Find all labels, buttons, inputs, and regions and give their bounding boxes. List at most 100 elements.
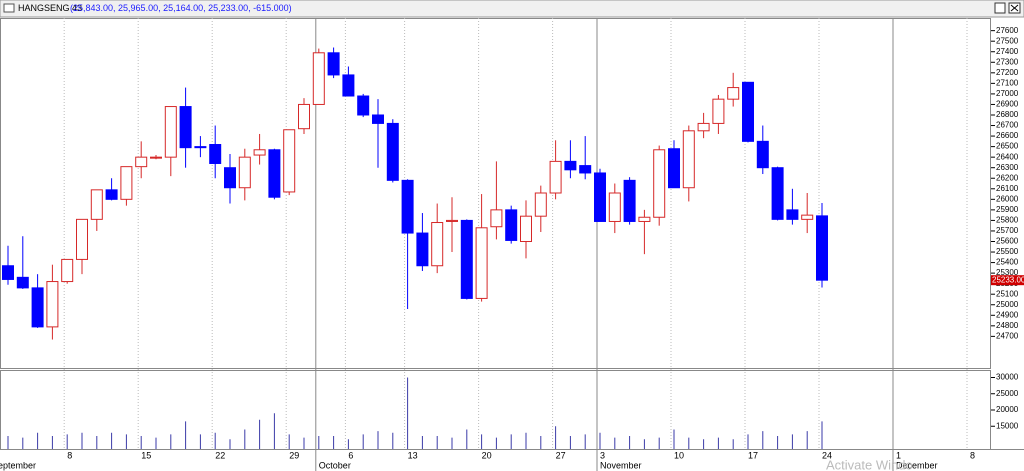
candle-body — [608, 192, 621, 222]
candle-body — [386, 122, 399, 181]
x-tick-label: 8 — [970, 450, 975, 460]
candle-body — [194, 146, 207, 149]
chart-subtitle: (25,843.00, 25,965.00, 25,164.00, 25,233… — [70, 3, 292, 13]
y-tick-label: 26300 — [996, 163, 1019, 172]
y-tick-label: 26000 — [996, 194, 1019, 203]
title-bar — [0, 0, 1024, 18]
candle-body — [801, 214, 814, 220]
y-tick-label: 26500 — [996, 142, 1019, 151]
candle-body — [164, 106, 177, 158]
candle-body — [2, 265, 14, 280]
last-price-tag — [991, 275, 1024, 286]
candle-body — [105, 189, 118, 200]
candle-body — [120, 166, 133, 200]
candle-body — [446, 219, 458, 222]
y-tick-label: 25900 — [996, 205, 1019, 214]
candle-body — [668, 148, 680, 189]
x-tick-label: 10 — [674, 450, 684, 460]
y-tick-label: 26100 — [996, 184, 1019, 193]
candle-body — [742, 81, 754, 142]
candle-body — [135, 156, 148, 168]
candle-body — [638, 216, 651, 222]
x-tick-label: 29 — [289, 450, 299, 460]
x-tick-label: 1 — [896, 450, 901, 460]
candle-body — [520, 215, 532, 242]
candle-body — [490, 209, 503, 228]
x-tick-label: 8 — [67, 450, 72, 460]
candle-body — [342, 74, 355, 97]
y-tick-label: 24700 — [996, 331, 1019, 340]
candle-body — [697, 122, 710, 132]
candle-body — [401, 179, 414, 234]
y-tick-label: 27000 — [996, 89, 1019, 98]
y-tick-label: 27600 — [996, 26, 1019, 35]
candle-body — [475, 227, 488, 299]
x-tick-label: 22 — [215, 450, 225, 460]
x-tick-label: 15 — [141, 450, 151, 460]
x-tick-label: 3 — [600, 450, 605, 460]
y-tick-label: 27500 — [996, 36, 1019, 45]
y-tick-label: 25600 — [996, 237, 1019, 246]
candle-body — [327, 52, 340, 76]
candle-body — [253, 149, 266, 156]
y-tick-label: 26900 — [996, 100, 1019, 109]
y-tick-label: 26700 — [996, 121, 1019, 130]
candle-body — [534, 192, 547, 217]
candle-body — [312, 52, 325, 105]
y-tick-label: 27400 — [996, 47, 1019, 56]
y-tick-label: 25000 — [996, 389, 1019, 398]
x-tick-label: 27 — [556, 450, 566, 460]
y-tick-label: 25500 — [996, 247, 1019, 256]
window-icon — [3, 3, 15, 13]
candle-body — [90, 189, 103, 220]
candle-body — [564, 160, 577, 171]
y-tick-label: 24800 — [996, 321, 1019, 330]
y-tick-label: 15000 — [996, 421, 1019, 430]
candle-body — [816, 215, 828, 281]
candle-body — [76, 218, 88, 260]
x-tick-label: eptember — [0, 460, 36, 470]
candle-body — [505, 209, 518, 241]
chart-title: HANGSENG 43 — [18, 3, 82, 13]
x-tick-label: December — [896, 460, 938, 470]
price-panel — [0, 18, 991, 369]
candle-body — [460, 219, 473, 299]
candle-body — [46, 281, 59, 328]
x-tick-label: 20 — [482, 450, 492, 460]
y-tick-label: 27300 — [996, 57, 1019, 66]
candle-body — [179, 106, 192, 149]
volume-panel — [0, 370, 991, 450]
candle-body — [416, 232, 429, 267]
y-tick-label: 26800 — [996, 110, 1019, 119]
candle-body — [712, 98, 725, 124]
candle-body — [771, 167, 784, 220]
candle-body — [549, 160, 562, 194]
y-tick-label: 26200 — [996, 173, 1019, 182]
candle-body — [16, 276, 29, 289]
candle-body — [298, 103, 310, 130]
candle-body — [756, 140, 769, 169]
close-button[interactable] — [1008, 2, 1021, 14]
candle-body — [653, 149, 666, 218]
maximize-button[interactable] — [994, 2, 1006, 14]
candle-body — [150, 156, 162, 159]
y-tick-label: 25000 — [996, 300, 1019, 309]
candle-body — [238, 156, 251, 189]
x-tick-label: October — [319, 460, 351, 470]
x-tick-label: 13 — [408, 450, 418, 460]
candle-body — [727, 87, 740, 100]
candle-body — [372, 114, 384, 124]
y-tick-label: 25400 — [996, 258, 1019, 267]
candle-body — [61, 258, 74, 283]
y-tick-label: 24900 — [996, 310, 1019, 319]
y-tick-label: 26400 — [996, 152, 1019, 161]
x-tick-label: 6 — [348, 450, 353, 460]
candle-body — [579, 165, 592, 174]
last-price-label: 25233.00 — [992, 275, 1024, 284]
x-tick-label: 17 — [748, 450, 758, 460]
y-tick-label: 26600 — [996, 131, 1019, 140]
candle-body — [623, 179, 636, 222]
candle-body — [209, 144, 222, 164]
candle-body — [357, 95, 370, 116]
